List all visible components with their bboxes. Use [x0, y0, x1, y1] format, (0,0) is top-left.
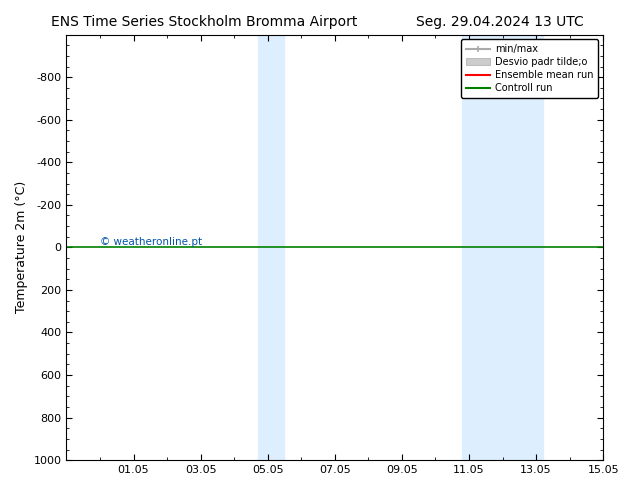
Text: Seg. 29.04.2024 13 UTC: Seg. 29.04.2024 13 UTC [415, 15, 583, 29]
Bar [257, 35, 285, 460]
Y-axis label: Temperature 2m (°C): Temperature 2m (°C) [15, 181, 28, 314]
Bar [462, 35, 543, 460]
Text: ENS Time Series Stockholm Bromma Airport: ENS Time Series Stockholm Bromma Airport [51, 15, 357, 29]
Text: © weatheronline.pt: © weatheronline.pt [100, 237, 202, 247]
Legend: min/max, Desvio padr tilde;o, Ensemble mean run, Controll run: min/max, Desvio padr tilde;o, Ensemble m… [461, 40, 598, 98]
